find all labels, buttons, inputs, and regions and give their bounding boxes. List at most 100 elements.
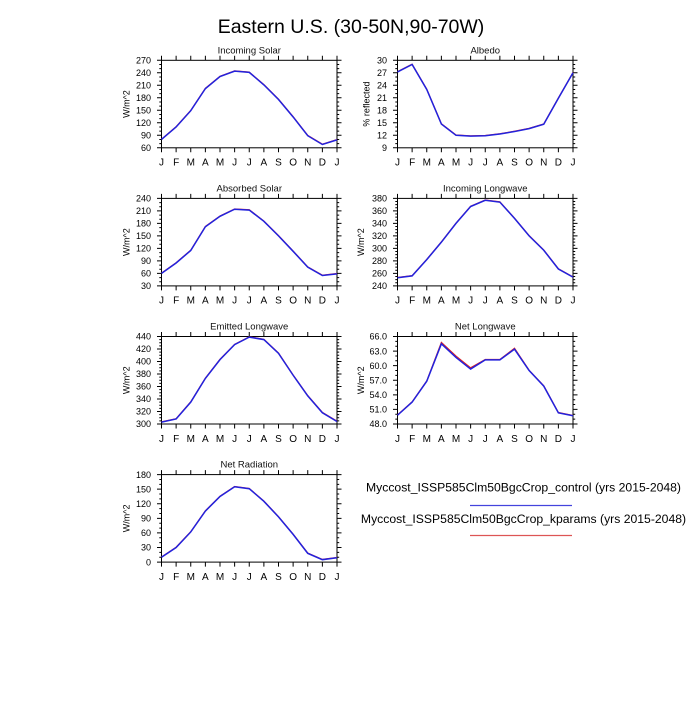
svg-text:Albedo: Albedo [470, 45, 500, 56]
svg-text:Absorbed Solar: Absorbed Solar [217, 184, 282, 195]
svg-text:F: F [173, 572, 179, 583]
svg-text:J: J [395, 296, 400, 307]
svg-text:N: N [540, 158, 547, 169]
svg-text:48.0: 48.0 [369, 419, 387, 429]
svg-text:30: 30 [141, 543, 151, 553]
svg-text:M: M [423, 158, 431, 169]
svg-text:W/m^2: W/m^2 [356, 366, 366, 394]
svg-text:J: J [159, 158, 164, 169]
svg-text:A: A [202, 158, 209, 169]
svg-text:D: D [319, 296, 326, 307]
svg-text:J: J [232, 572, 237, 583]
svg-text:J: J [232, 158, 237, 169]
svg-text:A: A [261, 434, 268, 445]
svg-text:A: A [438, 434, 445, 445]
svg-text:120: 120 [136, 244, 151, 254]
svg-text:380: 380 [136, 369, 151, 379]
svg-text:M: M [187, 434, 195, 445]
svg-text:F: F [409, 434, 415, 445]
svg-text:J: J [232, 296, 237, 307]
svg-text:O: O [525, 158, 533, 169]
svg-text:150: 150 [136, 484, 151, 494]
svg-text:D: D [555, 434, 562, 445]
svg-text:60: 60 [141, 143, 151, 153]
svg-text:J: J [335, 434, 340, 445]
svg-text:M: M [216, 572, 224, 583]
svg-text:F: F [173, 434, 179, 445]
svg-text:9: 9 [382, 143, 387, 153]
svg-text:N: N [304, 434, 311, 445]
svg-text:N: N [540, 434, 547, 445]
svg-text:F: F [409, 158, 415, 169]
svg-text:S: S [275, 434, 282, 445]
svg-text:240: 240 [136, 194, 151, 204]
svg-text:S: S [275, 572, 282, 583]
svg-text:% reflected: % reflected [362, 82, 372, 127]
svg-text:340: 340 [372, 219, 387, 229]
svg-text:J: J [335, 572, 340, 583]
svg-text:A: A [438, 158, 445, 169]
svg-text:300: 300 [372, 244, 387, 254]
svg-text:J: J [483, 296, 488, 307]
svg-text:O: O [289, 434, 297, 445]
svg-text:Eastern U.S. (30-50N,90-70W): Eastern U.S. (30-50N,90-70W) [218, 16, 485, 38]
svg-text:O: O [525, 434, 533, 445]
svg-text:M: M [452, 296, 460, 307]
svg-text:340: 340 [136, 394, 151, 404]
svg-text:A: A [261, 296, 268, 307]
svg-text:24: 24 [377, 81, 387, 91]
svg-text:J: J [247, 296, 252, 307]
svg-text:A: A [261, 158, 268, 169]
svg-text:J: J [468, 158, 473, 169]
svg-text:360: 360 [372, 206, 387, 216]
svg-text:S: S [511, 296, 518, 307]
svg-text:O: O [289, 572, 297, 583]
svg-text:120: 120 [136, 499, 151, 509]
svg-text:M: M [452, 434, 460, 445]
svg-text:M: M [216, 158, 224, 169]
svg-text:150: 150 [136, 106, 151, 116]
svg-text:J: J [483, 158, 488, 169]
svg-text:D: D [319, 158, 326, 169]
svg-text:240: 240 [136, 68, 151, 78]
svg-text:180: 180 [136, 219, 151, 229]
svg-text:A: A [202, 434, 209, 445]
svg-text:57.0: 57.0 [369, 375, 387, 385]
svg-text:A: A [202, 572, 209, 583]
svg-text:J: J [247, 434, 252, 445]
svg-text:66.0: 66.0 [369, 332, 387, 342]
svg-text:N: N [304, 572, 311, 583]
svg-text:S: S [511, 158, 518, 169]
svg-text:M: M [216, 296, 224, 307]
svg-text:63.0: 63.0 [369, 346, 387, 356]
svg-text:420: 420 [136, 344, 151, 354]
svg-text:150: 150 [136, 231, 151, 241]
svg-text:120: 120 [136, 118, 151, 128]
svg-text:240: 240 [372, 281, 387, 291]
svg-text:N: N [304, 158, 311, 169]
svg-text:18: 18 [377, 106, 387, 116]
svg-text:60: 60 [141, 269, 151, 279]
svg-text:A: A [497, 296, 504, 307]
svg-text:J: J [232, 434, 237, 445]
svg-text:J: J [468, 434, 473, 445]
svg-text:J: J [159, 296, 164, 307]
svg-text:A: A [497, 434, 504, 445]
svg-text:D: D [555, 296, 562, 307]
svg-text:W/m^2: W/m^2 [122, 366, 132, 394]
svg-text:Incoming Longwave: Incoming Longwave [443, 184, 528, 195]
svg-text:30: 30 [377, 56, 387, 66]
svg-text:180: 180 [136, 470, 151, 480]
svg-text:F: F [173, 296, 179, 307]
svg-text:A: A [261, 572, 268, 583]
svg-text:12: 12 [377, 131, 387, 141]
svg-text:320: 320 [372, 231, 387, 241]
svg-text:21: 21 [377, 93, 387, 103]
svg-text:S: S [275, 158, 282, 169]
svg-text:F: F [409, 296, 415, 307]
svg-text:M: M [452, 158, 460, 169]
svg-text:Myccost_ISSP585Clm50BgcCrop_kp: Myccost_ISSP585Clm50BgcCrop_kparams (yrs… [361, 512, 686, 526]
svg-text:M: M [187, 296, 195, 307]
svg-text:260: 260 [372, 269, 387, 279]
svg-text:Net Longwave: Net Longwave [455, 322, 516, 333]
